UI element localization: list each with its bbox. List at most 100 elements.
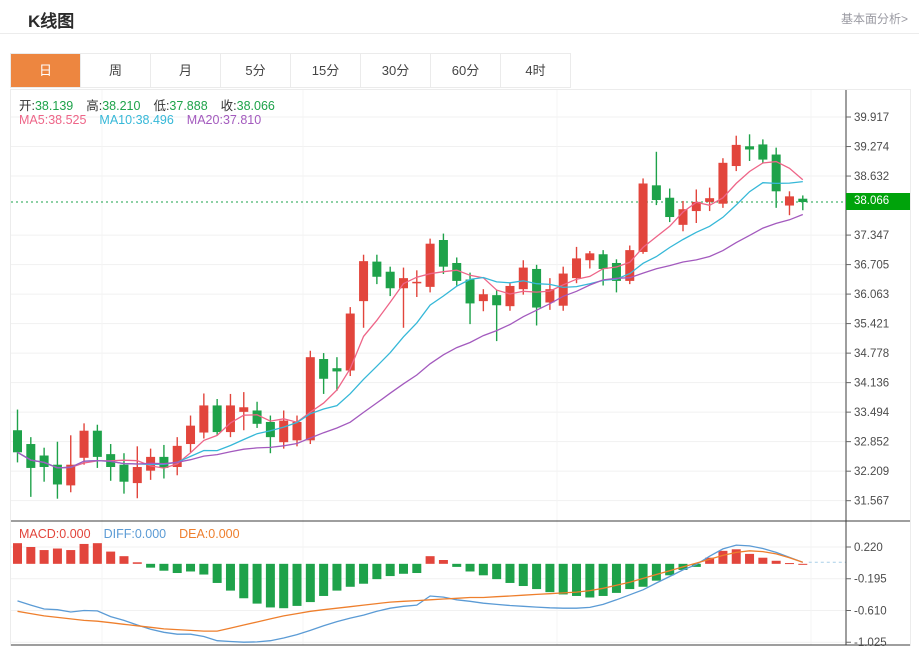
macd-bar xyxy=(265,563,275,608)
tab-5[interactable]: 30分 xyxy=(361,54,431,87)
candle-body xyxy=(292,421,302,441)
fundamental-analysis-link[interactable]: 基本面分析> xyxy=(840,12,908,26)
axis-tick-label: -0.610 xyxy=(854,605,887,617)
candle-body xyxy=(585,253,595,261)
candle-body xyxy=(665,197,675,218)
macd-bar xyxy=(691,563,701,567)
macd-bar xyxy=(305,563,315,603)
macd-bar xyxy=(319,563,329,596)
macd-bar xyxy=(159,563,169,571)
axis-tick-label: 35.421 xyxy=(854,319,889,331)
macd-bar xyxy=(625,563,635,590)
macd-histogram-layer xyxy=(13,543,808,609)
candle-body xyxy=(79,430,89,458)
candle-body xyxy=(705,198,715,202)
candle-body xyxy=(66,464,76,486)
candle-body xyxy=(159,456,169,468)
macd-bar xyxy=(758,557,768,564)
macd-bar xyxy=(212,563,222,583)
axis-tick-label: 31.567 xyxy=(854,496,889,508)
candle-body xyxy=(545,289,555,303)
macd-bar xyxy=(532,563,542,590)
macd-bar xyxy=(385,563,395,577)
macd-bar xyxy=(478,563,488,576)
candle-body xyxy=(332,368,342,372)
candles-layer xyxy=(13,134,808,499)
macd-bar xyxy=(572,563,582,596)
tab-6[interactable]: 60分 xyxy=(431,54,501,87)
page-header: K线图 基本面分析> xyxy=(0,0,919,34)
macd-bar xyxy=(279,563,289,609)
axis-tick-label: 39.274 xyxy=(854,142,890,154)
page-title: K线图 xyxy=(28,12,75,31)
kline-chart[interactable]: 39.917 39.274 38.632 37.347 36.705 36.063 35.4… xyxy=(10,89,911,646)
macd-bar xyxy=(332,563,342,591)
axis-tick-label: 38.632 xyxy=(854,171,889,183)
candle-body xyxy=(172,445,182,468)
macd-bar xyxy=(79,543,89,564)
axis-tick-label: 36.705 xyxy=(854,260,889,272)
candle-body xyxy=(452,262,462,281)
macd-bar xyxy=(172,563,182,574)
current-price-badge: 38.066 xyxy=(846,193,910,210)
macd-bar xyxy=(13,543,22,564)
candle-body xyxy=(132,467,142,484)
candle-body xyxy=(319,359,329,379)
tab-3[interactable]: 5分 xyxy=(221,54,291,87)
macd-bar xyxy=(585,563,595,598)
candle-body xyxy=(771,154,781,192)
axis-tick-label: 33.494 xyxy=(854,407,890,419)
tab-1[interactable]: 周 xyxy=(81,54,151,87)
timeframe-tabs: 日周月 5分 15分 30分 60分 4时 xyxy=(10,53,571,88)
kline-chart-canvas[interactable]: 39.917 39.274 38.632 37.347 36.705 36.063 35.4… xyxy=(11,90,910,646)
candle-body xyxy=(478,294,488,302)
tab-4[interactable]: 15分 xyxy=(291,54,361,87)
macd-bar xyxy=(611,563,621,593)
candle-body xyxy=(372,261,382,277)
macd-bar xyxy=(718,550,728,564)
macd-bar xyxy=(106,551,116,564)
candle-body xyxy=(412,281,422,284)
macd-bar xyxy=(705,557,715,564)
macd-bar xyxy=(784,563,794,565)
macd-bar xyxy=(252,563,262,604)
macd-bar xyxy=(798,563,808,565)
candle-body xyxy=(92,430,102,457)
candle-body xyxy=(265,421,275,438)
candle-body xyxy=(225,405,235,433)
macd-bar xyxy=(412,563,422,574)
candle-body xyxy=(678,209,688,225)
axis-tick-label: 32.209 xyxy=(854,466,889,478)
candle-body xyxy=(611,262,621,281)
ma5-line xyxy=(17,160,804,469)
macd-bar xyxy=(425,556,435,564)
candle-body xyxy=(731,144,741,167)
candle-body xyxy=(638,183,648,252)
macd-bar xyxy=(199,563,209,575)
candle-body xyxy=(13,430,22,453)
macd-bar xyxy=(598,563,608,596)
macd-bar xyxy=(505,563,515,583)
candle-body xyxy=(252,410,262,424)
tab-0[interactable]: 日 xyxy=(11,54,81,87)
tab-2[interactable]: 月 xyxy=(151,54,221,87)
macd-bar xyxy=(558,563,568,595)
axis-tick-label: 34.778 xyxy=(854,348,889,360)
candle-body xyxy=(212,405,222,433)
candle-body xyxy=(758,144,768,160)
macd-bar xyxy=(26,547,36,564)
tab-7[interactable]: 4时 xyxy=(501,54,570,87)
candle-body xyxy=(119,464,129,482)
candle-body xyxy=(625,250,635,281)
candle-body xyxy=(532,268,542,308)
candle-body xyxy=(438,240,448,267)
macd-bar xyxy=(146,563,156,568)
diff-line xyxy=(17,544,804,643)
macd-bar xyxy=(731,549,741,564)
axis-tick-label: 34.136 xyxy=(854,378,889,390)
macd-bar xyxy=(771,560,781,564)
axis-tick-label: 32.852 xyxy=(854,437,889,449)
axis-tick-label: 39.917 xyxy=(854,112,889,124)
candle-body xyxy=(385,271,395,289)
